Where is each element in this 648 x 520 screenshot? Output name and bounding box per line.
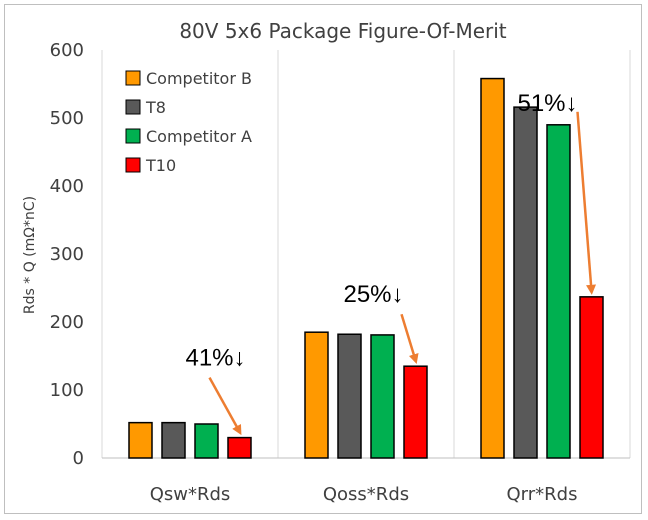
annotation-label: 25%↓ xyxy=(343,281,403,308)
plot-area: 0 100 200 300 400 500 600 Qsw*Rds Qoss*Rds Qrr*Rd… xyxy=(50,40,631,505)
y-tick-label: 0 xyxy=(73,448,84,469)
bar xyxy=(480,77,505,459)
annotation-label: 41%↓ xyxy=(185,345,245,372)
annotation-label: 51%↓ xyxy=(517,90,577,117)
y-tick-label: 500 xyxy=(50,108,84,129)
chart-title: 80V 5x6 Package Figure-Of-Merit xyxy=(179,19,506,43)
y-tick-label: 300 xyxy=(50,244,84,265)
legend-label: T10 xyxy=(145,156,176,175)
bar xyxy=(194,423,219,459)
bar xyxy=(161,421,186,459)
bar xyxy=(337,333,362,459)
y-axis-label: Rds * Q (mΩ*nC) xyxy=(22,196,38,314)
annotation-arrow xyxy=(400,313,419,365)
bar xyxy=(403,365,428,459)
legend-swatch xyxy=(125,99,141,115)
legend-swatch xyxy=(125,70,141,86)
y-tick-label: 400 xyxy=(50,176,84,197)
bar xyxy=(579,296,604,459)
bar xyxy=(304,331,329,459)
bar xyxy=(128,421,153,459)
annotation-arrow xyxy=(208,376,242,436)
legend-swatch xyxy=(125,157,141,173)
category-label: Qrr*Rds xyxy=(507,484,578,505)
legend-label: Competitor B xyxy=(146,69,252,88)
bar xyxy=(513,106,538,459)
category-label: Qsw*Rds xyxy=(150,484,231,505)
y-tick-label: 200 xyxy=(50,312,84,333)
legend-swatch xyxy=(125,128,141,144)
legend-label: T8 xyxy=(145,98,166,117)
bar xyxy=(370,334,395,459)
y-tick-label: 100 xyxy=(50,380,84,401)
bar xyxy=(227,436,252,459)
category-label: Qoss*Rds xyxy=(323,484,409,505)
legend-label: Competitor A xyxy=(146,127,252,146)
bar xyxy=(546,124,571,459)
y-tick-label: 600 xyxy=(50,40,84,61)
annotation-arrow xyxy=(576,111,597,295)
